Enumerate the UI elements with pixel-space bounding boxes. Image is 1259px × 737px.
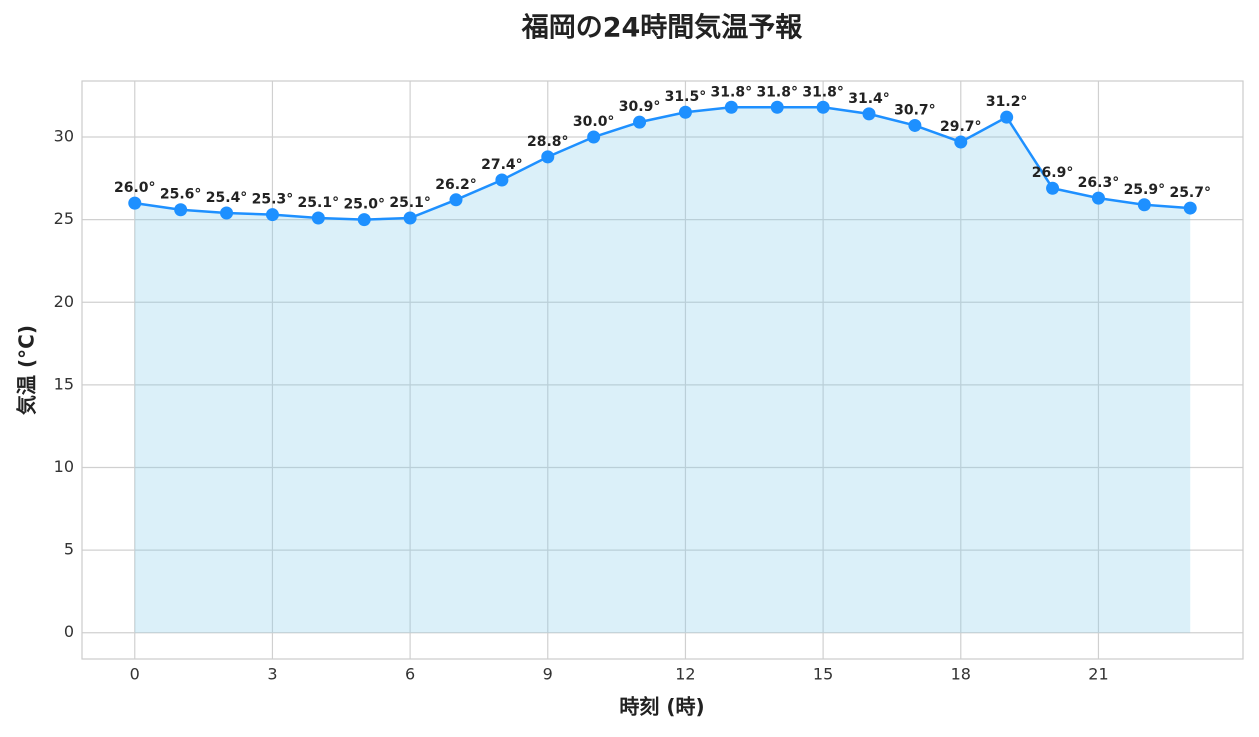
data-label: 26.3° <box>1078 175 1120 191</box>
data-label: 31.5° <box>665 89 707 105</box>
data-label: 25.0° <box>343 197 385 213</box>
marker <box>449 193 463 207</box>
marker <box>128 196 142 210</box>
marker <box>311 211 325 225</box>
data-label: 28.8° <box>527 134 569 150</box>
marker <box>1091 191 1105 205</box>
x-tick-label: 21 <box>1088 665 1108 684</box>
y-tick-label: 25 <box>54 209 74 228</box>
marker <box>1000 110 1014 124</box>
data-label: 25.9° <box>1124 182 1166 198</box>
y-tick-label: 30 <box>54 127 74 146</box>
data-label: 31.2° <box>986 94 1028 110</box>
data-label: 26.2° <box>435 177 477 193</box>
plot-frame <box>81 80 1244 660</box>
marker <box>862 107 876 121</box>
marker <box>587 130 601 144</box>
marker <box>1046 181 1060 195</box>
data-label: 26.9° <box>1032 165 1074 181</box>
marker <box>954 135 968 149</box>
marker <box>1183 201 1197 215</box>
marker <box>495 173 509 187</box>
data-label: 31.8° <box>756 84 798 100</box>
x-tick-label: 3 <box>267 665 277 684</box>
data-label: 30.9° <box>619 99 661 115</box>
marker <box>1137 198 1151 212</box>
data-label: 30.7° <box>894 102 936 118</box>
marker <box>724 100 738 114</box>
data-label: 31.8° <box>711 84 753 100</box>
y-tick-label: 10 <box>54 457 74 476</box>
marker <box>541 150 555 164</box>
area-fill <box>134 107 1191 633</box>
marker <box>770 100 784 114</box>
x-tick-label: 15 <box>813 665 833 684</box>
y-tick-label: 15 <box>54 374 74 393</box>
chart-title: 福岡の24時間気温予報 <box>521 12 804 44</box>
x-tick-label: 9 <box>543 665 553 684</box>
data-label: 25.6° <box>160 187 202 203</box>
y-tick-label: 5 <box>64 540 74 559</box>
line <box>134 106 1191 221</box>
x-tick-label: 0 <box>130 665 140 684</box>
data-label: 25.4° <box>206 190 248 206</box>
marker <box>633 115 647 129</box>
y-tick-label: 0 <box>64 622 74 641</box>
x-axis-label: 時刻 (時) <box>619 695 704 719</box>
data-label: 29.7° <box>940 119 982 135</box>
x-tick-label: 12 <box>675 665 695 684</box>
data-label: 30.0° <box>573 114 615 130</box>
marker <box>816 100 830 114</box>
x-tick-label: 6 <box>405 665 415 684</box>
data-label: 27.4° <box>481 157 523 173</box>
marker <box>403 211 417 225</box>
x-tick-label: 18 <box>951 665 971 684</box>
marker <box>908 118 922 132</box>
data-label: 26.0° <box>114 180 156 196</box>
data-label: 31.8° <box>802 84 844 100</box>
y-tick-label: 20 <box>54 292 74 311</box>
data-label: 25.1° <box>298 195 340 211</box>
marker <box>265 208 279 222</box>
marker <box>220 206 234 220</box>
data-label: 25.1° <box>389 195 431 211</box>
marker <box>357 213 371 227</box>
data-label: 25.7° <box>1169 185 1211 201</box>
data-label: 31.4° <box>848 91 890 107</box>
data-label: 25.3° <box>252 192 294 208</box>
marker <box>678 105 692 119</box>
y-axis-label: 気温 (°C) <box>15 325 39 415</box>
marker <box>174 203 188 217</box>
